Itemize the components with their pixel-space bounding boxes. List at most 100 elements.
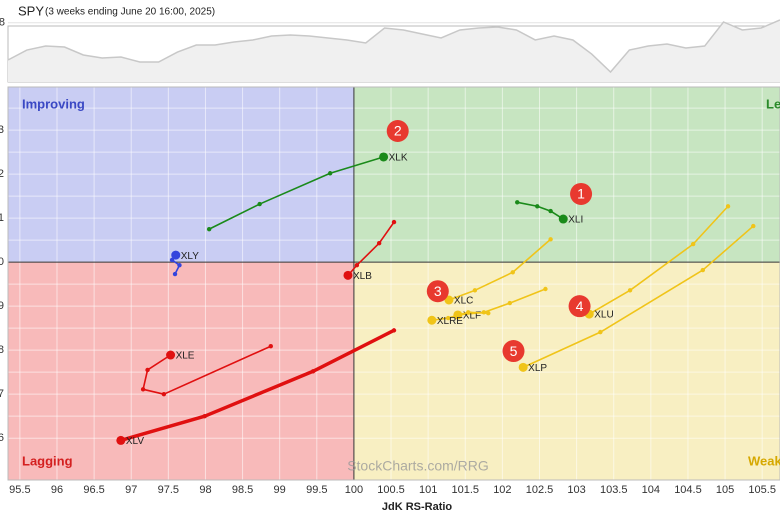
trail-point: [172, 271, 178, 277]
head-point: [171, 250, 181, 260]
series-label: XLB: [353, 271, 372, 282]
trail-point: [257, 201, 262, 207]
x-tick-label: 104.5: [674, 484, 702, 496]
head-point: [116, 435, 126, 445]
y-tick-label: 101: [0, 212, 4, 224]
watermark: StockCharts.com/RRG: [347, 458, 489, 474]
y-tick-label: 99: [0, 300, 4, 312]
quadrant-label: Leading: [766, 96, 780, 111]
head-point: [444, 295, 454, 305]
trail: [448, 238, 552, 301]
trail-point: [690, 241, 696, 247]
trail: [120, 328, 395, 443]
trail-point: [391, 328, 397, 333]
trail-point: [627, 288, 633, 293]
quadrant-label: Lagging: [22, 453, 73, 468]
x-tick-label: 105: [716, 484, 734, 496]
x-tick-label: 102.5: [526, 484, 554, 496]
x-tick-label: 98.5: [232, 484, 253, 496]
head-point: [379, 152, 389, 162]
x-tick-label: 103.5: [600, 484, 628, 496]
trail-point: [327, 171, 333, 176]
x-tick-label: 100.5: [377, 484, 405, 496]
annotation-text: 3: [434, 283, 442, 299]
trail-point: [535, 204, 540, 209]
trail-point: [466, 310, 471, 315]
x-tick-label: 95.5: [9, 484, 30, 496]
trail-point: [206, 226, 212, 232]
trail-point: [376, 241, 382, 246]
trail-point: [510, 270, 515, 275]
head-point: [166, 350, 176, 360]
x-tick-label: 97: [125, 484, 137, 496]
trail-point: [472, 288, 478, 293]
trail-point: [486, 311, 491, 316]
x-tick-label: 102: [493, 484, 511, 496]
annotation-text: 2: [394, 123, 402, 139]
series-label: XLE: [176, 351, 195, 362]
trail-point: [268, 344, 273, 349]
trail-point: [202, 413, 207, 419]
series-label: XLV: [126, 436, 144, 447]
x-tick-label: 104: [642, 484, 660, 496]
trail-point: [161, 391, 167, 397]
head-point: [427, 315, 437, 325]
series-label: XLU: [594, 310, 613, 321]
series-label: XLC: [454, 296, 473, 307]
trail: [522, 225, 754, 369]
trail: [517, 201, 564, 220]
y-tick-label: 97: [0, 388, 4, 400]
trail-point: [515, 200, 520, 205]
y-tick-label: 8: [0, 17, 5, 29]
y-tick-label: 96: [0, 432, 4, 444]
trail-point: [507, 300, 512, 306]
trail-point: [354, 263, 360, 268]
quadrant-label: Improving: [22, 96, 85, 111]
series-label: XLI: [568, 215, 583, 226]
trail-point: [445, 315, 451, 321]
trail: [588, 205, 729, 315]
trail-point: [391, 219, 397, 225]
chart-subtitle: (3 weeks ending June 20 16:00, 2025): [45, 7, 215, 18]
y-tick-label: 102: [0, 168, 4, 180]
plot-border: [7, 86, 780, 481]
y-tick-label: 98: [0, 344, 4, 356]
y-tick-label: 103: [0, 124, 4, 136]
head-point: [343, 270, 353, 280]
trail-point: [177, 263, 182, 268]
trail-point: [548, 237, 553, 242]
series-label: XLF: [463, 311, 481, 322]
x-tick-label: 100: [345, 484, 363, 496]
x-tick-label: 101: [419, 484, 437, 496]
trail-point: [725, 204, 731, 209]
chart-title: SPY: [18, 3, 44, 18]
trail-point: [310, 369, 316, 374]
head-point: [518, 362, 528, 372]
annotation-text: 5: [510, 343, 518, 359]
quadrant: [8, 262, 354, 480]
spy-area: [8, 19, 780, 83]
x-tick-label: 103: [567, 484, 585, 496]
annotation-text: 1: [577, 186, 585, 202]
x-tick-label: 99: [274, 484, 286, 496]
trail: [457, 288, 546, 316]
trail-point: [548, 208, 553, 214]
trail: [208, 156, 384, 230]
head-point: [558, 214, 568, 224]
annotation-text: 4: [576, 298, 584, 314]
trail-point: [169, 257, 175, 263]
annotation-badge: [386, 120, 409, 143]
spy-line: [7, 19, 780, 74]
x-tick-label: 96.5: [83, 484, 104, 496]
annotation-badge: [570, 182, 593, 205]
quadrant-label: Weakening: [748, 453, 780, 468]
x-tick-label: 105.5: [748, 484, 776, 496]
x-tick-label: 96: [51, 484, 63, 496]
series-label: XLY: [181, 251, 199, 262]
x-tick-label: 101.5: [451, 484, 479, 496]
series-label: XLK: [389, 153, 408, 164]
trail-point: [751, 223, 756, 229]
trail-point: [598, 329, 603, 335]
y-tick-label: 100: [0, 256, 4, 268]
